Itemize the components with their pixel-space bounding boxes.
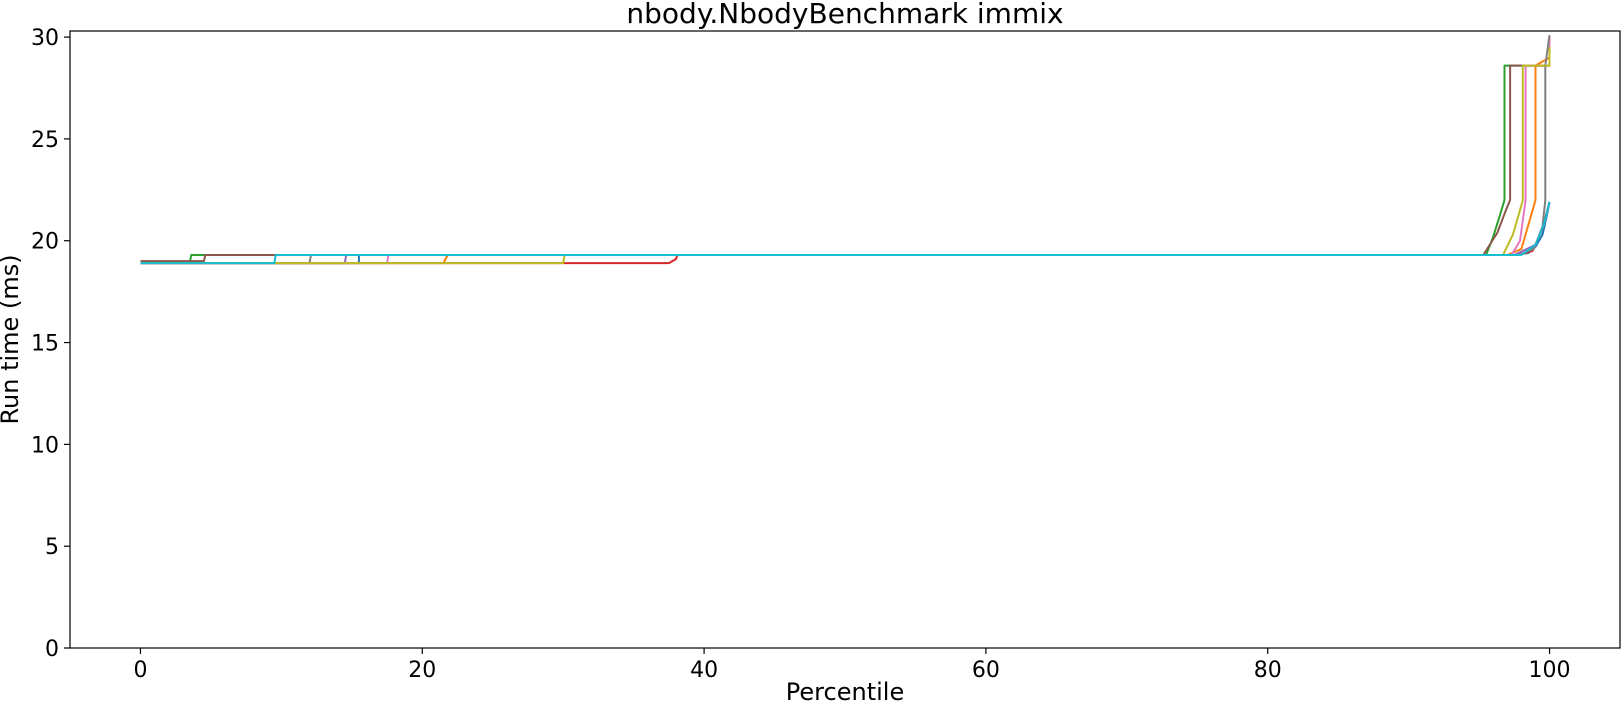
y-axis-label: Run time (ms) — [0, 254, 24, 424]
y-axis: 0 5 10 15 20 25 30 — [31, 26, 70, 662]
series-line-7 — [140, 37, 1551, 265]
y-tick-label: 0 — [45, 637, 59, 662]
y-tick-label: 25 — [31, 128, 59, 153]
x-tick-label: 0 — [133, 658, 147, 683]
series-line-6 — [140, 64, 1550, 263]
series-line-10 — [140, 201, 1551, 265]
x-tick-label: 40 — [690, 658, 718, 683]
series-line-9 — [140, 47, 1551, 265]
y-tick-label: 10 — [31, 433, 59, 458]
series-line-1 — [140, 201, 1551, 265]
plot-area — [140, 34, 1551, 265]
series-line-5 — [140, 201, 1551, 265]
y-tick-label: 15 — [31, 332, 59, 357]
chart-title: nbody.NbodyBenchmark immix — [626, 0, 1063, 30]
x-tick-label: 60 — [972, 658, 1000, 683]
x-tick-label: 100 — [1529, 658, 1571, 683]
x-axis: 0 20 40 60 80 100 — [133, 648, 1571, 683]
plot-frame — [69, 30, 1621, 649]
y-tick-label: 20 — [31, 230, 59, 255]
series-line-2 — [140, 56, 1551, 265]
y-tick-label: 30 — [31, 26, 59, 51]
x-tick-label: 80 — [1254, 658, 1282, 683]
x-axis-label: Percentile — [786, 678, 904, 706]
series-line-4 — [140, 201, 1551, 265]
x-tick-label: 20 — [408, 658, 436, 683]
series-line-3 — [140, 64, 1550, 265]
y-tick-label: 5 — [45, 535, 59, 560]
series-line-8 — [140, 34, 1551, 265]
